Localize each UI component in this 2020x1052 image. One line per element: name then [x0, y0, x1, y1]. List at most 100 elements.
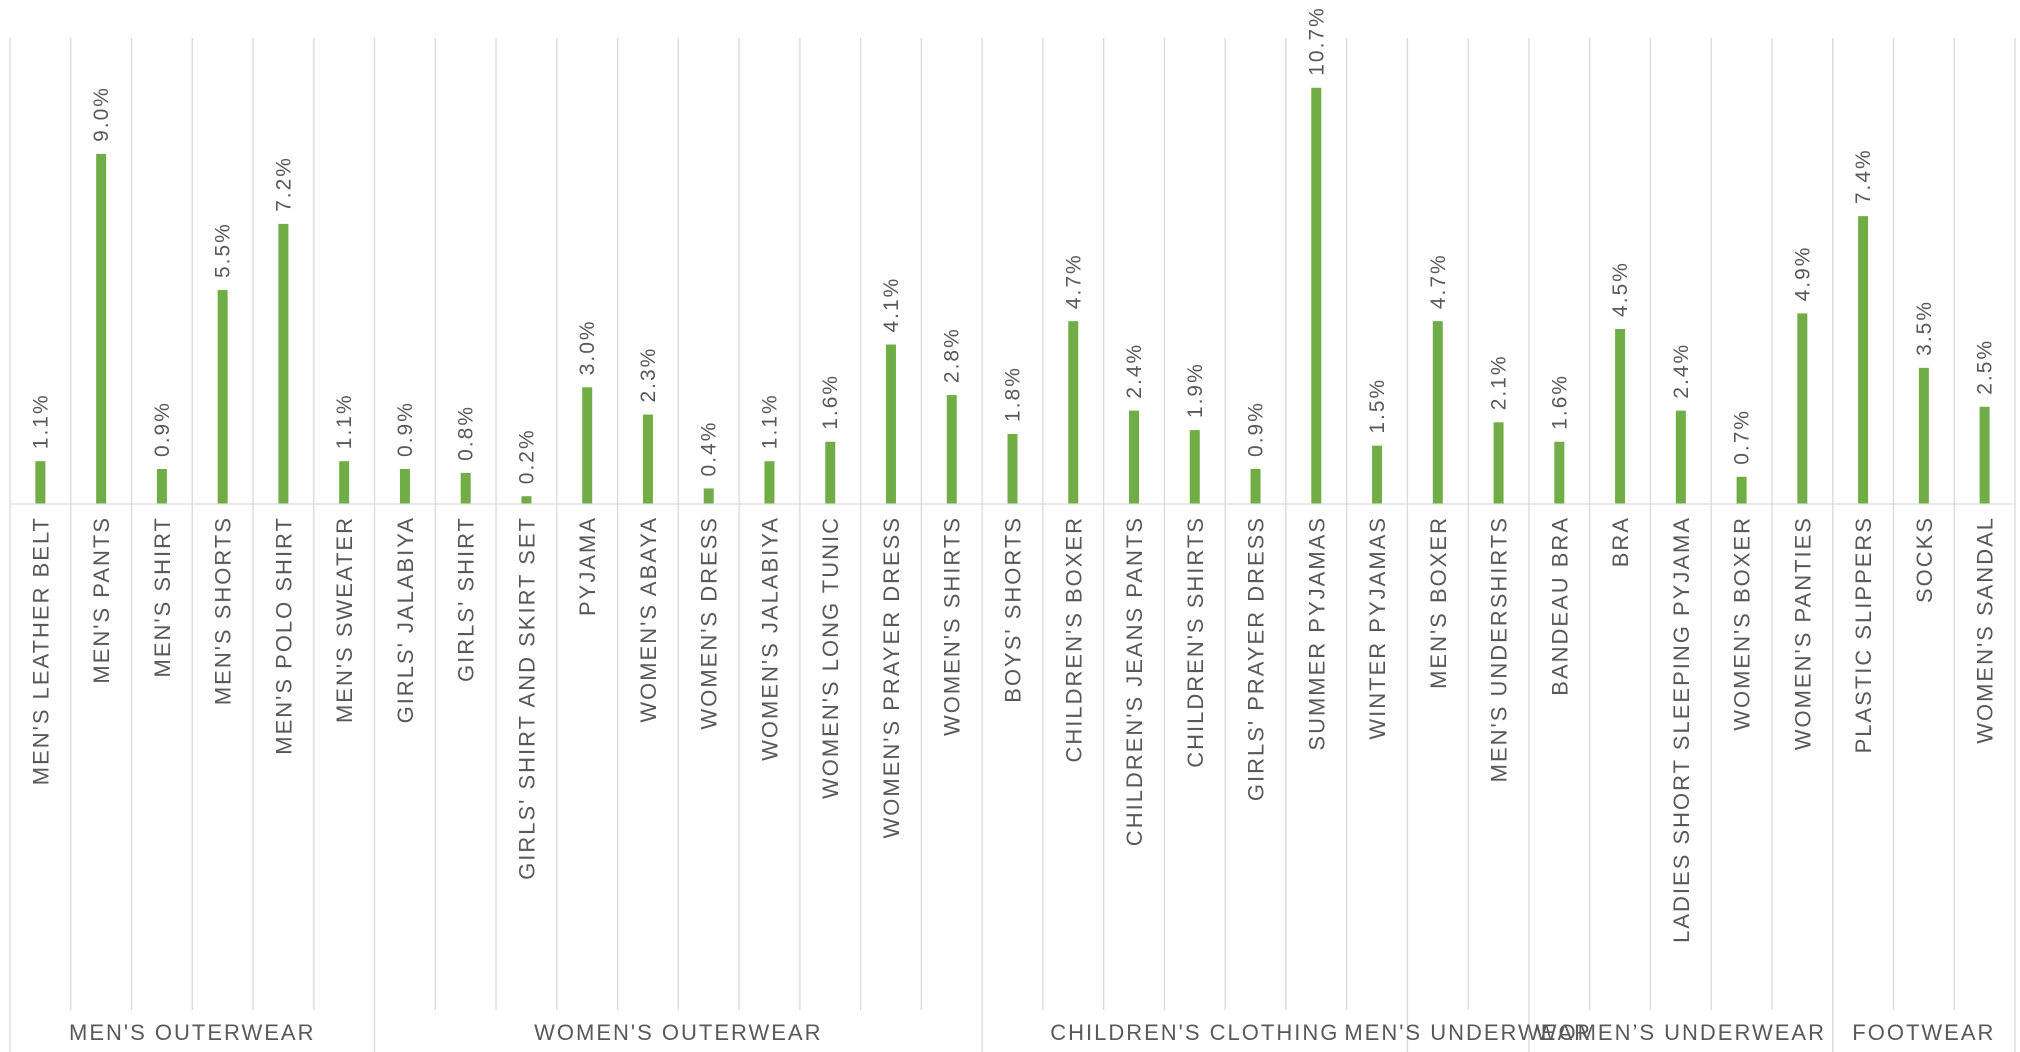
bar	[339, 461, 350, 504]
category-label: MEN'S SHIRT	[150, 516, 175, 677]
group-label: FOOTWEAR	[1852, 1020, 1995, 1045]
bar	[582, 387, 593, 504]
category-label: MEN'S POLO SHIRT	[271, 516, 296, 755]
group-label: MEN'S OUTERWEAR	[69, 1020, 315, 1045]
bar	[1372, 445, 1383, 504]
bar	[156, 468, 167, 504]
value-label: 4.7%	[1427, 253, 1450, 309]
bar	[1129, 410, 1140, 504]
bar	[460, 472, 471, 504]
value-label: 10.7%	[1305, 6, 1328, 76]
group-label: MEN'S UNDERWEAR	[1344, 1020, 1592, 1045]
value-label: 0.7%	[1731, 409, 1754, 465]
value-label: 0.9%	[151, 401, 174, 457]
value-label: 0.8%	[455, 405, 478, 461]
bar	[1615, 328, 1626, 504]
category-label: MEN'S PANTS	[89, 516, 114, 684]
value-label: 1.6%	[1548, 374, 1571, 430]
category-label: BANDEAU BRA	[1547, 516, 1572, 696]
bar	[1007, 433, 1018, 504]
value-label: 0.4%	[698, 421, 721, 477]
category-label: WINTER PYJAMAS	[1365, 516, 1390, 740]
bar	[703, 488, 714, 504]
value-label: 0.2%	[515, 428, 538, 484]
category-label: WOMEN'S PRAYER DRESS	[879, 516, 904, 839]
value-label: 7.4%	[1852, 148, 1875, 204]
bar	[1918, 367, 1929, 504]
value-label: 7.2%	[272, 156, 295, 212]
bar	[1675, 410, 1686, 504]
category-label: MEN'S SHORTS	[211, 516, 236, 705]
bar	[278, 223, 289, 505]
value-label: 1.5%	[1366, 378, 1389, 434]
value-label: 3.5%	[1913, 300, 1936, 356]
category-label: GIRLS' SHIRT	[454, 516, 479, 682]
category-label: CHILDREN'S JEANS PANTS	[1122, 516, 1147, 846]
bar	[399, 468, 410, 504]
bar	[1250, 468, 1261, 504]
value-label: 1.1%	[758, 393, 781, 449]
value-label: 2.5%	[1974, 339, 1997, 395]
value-label: 4.1%	[880, 277, 903, 333]
bar	[1736, 476, 1747, 504]
category-label: PLASTIC SLIPPERS	[1851, 516, 1876, 753]
value-label: 4.5%	[1609, 261, 1632, 317]
value-label: 1.8%	[1002, 366, 1025, 422]
category-label: BRA	[1608, 516, 1633, 567]
value-label: 2.8%	[941, 327, 964, 383]
value-label: 1.6%	[819, 374, 842, 430]
bar	[1189, 430, 1200, 504]
value-label: 9.0%	[90, 86, 113, 142]
group-label: WOMEN’S UNDERWEAR	[1536, 1020, 1826, 1045]
value-label: 2.3%	[637, 347, 660, 403]
category-label: MEN'S UNDERSHIRTS	[1487, 516, 1512, 782]
category-label: GIRLS' JALABIYA	[393, 516, 418, 723]
bar	[1554, 441, 1565, 504]
category-label: SUMMER PYJAMAS	[1304, 516, 1329, 751]
value-label: 0.9%	[394, 401, 417, 457]
value-label: 0.9%	[1245, 401, 1268, 457]
category-label: WOMEN'S ABAYA	[636, 516, 661, 723]
bar	[1493, 422, 1504, 504]
value-label: 4.9%	[1791, 246, 1814, 302]
category-label: MEN'S SWEATER	[332, 516, 357, 723]
value-label: 2.4%	[1123, 343, 1146, 399]
category-label: WOMEN'S BOXER	[1730, 516, 1755, 731]
category-label: WOMEN'S DRESS	[697, 516, 722, 730]
bar	[946, 395, 957, 504]
bar	[521, 496, 532, 504]
category-label: WOMEN'S PANTIES	[1790, 516, 1815, 750]
bar	[35, 461, 46, 504]
group-label: CHILDREN'S CLOTHING	[1050, 1020, 1339, 1045]
value-label: 2.4%	[1670, 343, 1693, 399]
bar	[1979, 406, 1990, 504]
category-label: GIRLS' SHIRT AND SKIRT SET	[514, 516, 539, 880]
bar	[1858, 216, 1869, 504]
value-label: 2.1%	[1488, 354, 1511, 410]
bar	[96, 153, 107, 504]
category-label: MEN'S LEATHER BELT	[28, 516, 53, 785]
bar	[885, 344, 896, 504]
bar	[642, 414, 653, 504]
category-label: WOMEN'S LONG TUNIC	[818, 516, 843, 799]
bar	[1797, 313, 1808, 504]
bar	[1432, 321, 1443, 504]
category-label: BOYS' SHORTS	[1001, 516, 1026, 703]
category-label: MEN'S BOXER	[1426, 516, 1451, 689]
bar	[1311, 87, 1322, 505]
value-label: 3.0%	[576, 319, 599, 375]
category-label: WOMEN'S JALABIYA	[757, 516, 782, 761]
category-label: SOCKS	[1912, 516, 1937, 603]
category-label: GIRLS' PRAYER DRESS	[1244, 516, 1269, 801]
value-label: 4.7%	[1062, 253, 1085, 309]
value-label: 1.1%	[29, 393, 52, 449]
category-label: PYJAMA	[575, 516, 600, 616]
value-label: 1.9%	[1184, 362, 1207, 418]
category-label: CHILDREN'S SHIRTS	[1183, 516, 1208, 768]
category-label: LADIES SHORT SLEEPING PYJAMA	[1669, 516, 1694, 943]
category-label: CHILDREN'S BOXER	[1061, 516, 1086, 762]
group-label: WOMEN'S OUTERWEAR	[534, 1020, 822, 1045]
category-label: WOMEN'S SANDAL	[1973, 516, 1998, 744]
value-label: 1.1%	[333, 393, 356, 449]
